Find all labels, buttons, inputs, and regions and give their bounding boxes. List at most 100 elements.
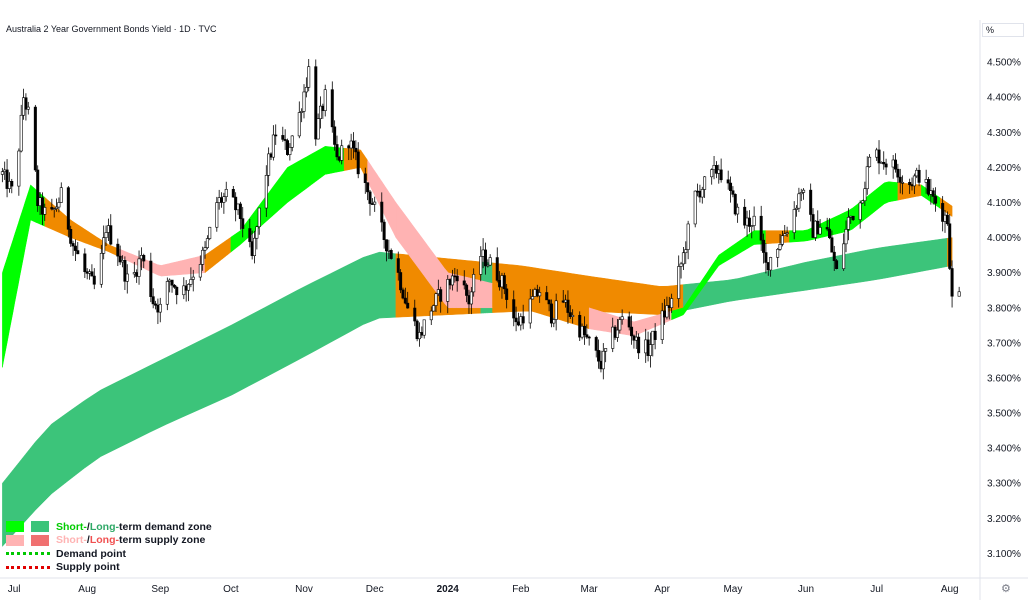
candle-body: [908, 181, 912, 186]
candle-body: [187, 284, 191, 291]
candle-body: [816, 220, 820, 235]
candle-body: [750, 225, 754, 227]
candle-body: [208, 226, 212, 239]
candle: [422, 319, 426, 339]
candle-body: [703, 176, 707, 190]
candle-body: [877, 149, 881, 164]
candle: [238, 201, 242, 230]
candle: [175, 285, 179, 305]
candle: [646, 331, 650, 362]
candle: [714, 161, 718, 179]
chart-title: Australia 2 Year Government Bonds Yield …: [6, 24, 217, 34]
price-axis[interactable]: 4.500% 4.400% 4.300% 4.200% 4.100% 4.000% 3.90…: [987, 58, 1021, 560]
candle: [613, 325, 617, 340]
candle: [861, 200, 865, 204]
candle: [802, 188, 806, 200]
candle-body: [83, 253, 87, 273]
candle-body: [191, 276, 195, 280]
candle-body: [802, 189, 806, 193]
candle: [220, 192, 224, 208]
candle-body: [512, 299, 516, 319]
candle: [469, 286, 473, 315]
candle-body: [778, 244, 782, 250]
candle: [85, 268, 89, 280]
candle-body: [679, 263, 683, 267]
candle-body: [630, 326, 634, 337]
candle-body: [500, 275, 504, 288]
candle-body: [830, 237, 834, 253]
candle: [304, 77, 308, 98]
time-tick-label: Dec: [366, 584, 384, 595]
candle: [554, 293, 558, 331]
candle: [382, 219, 386, 249]
candle: [450, 269, 454, 291]
candle-body: [286, 140, 290, 155]
unit-selector[interactable]: %: [982, 23, 1024, 37]
candle-body: [432, 305, 436, 312]
candle-body: [373, 201, 377, 205]
candle: [76, 241, 80, 255]
candle-body: [73, 245, 77, 251]
candle: [106, 218, 110, 242]
time-tick-label: Aug: [78, 584, 96, 595]
candle-body: [434, 293, 438, 306]
candle: [710, 168, 714, 185]
candle: [201, 246, 205, 271]
price-tick-label: 4.400%: [987, 93, 1021, 104]
time-axis[interactable]: Jul Aug Sep Oct Nov Dec 2024 Feb Mar Apr May Jun Jul…: [8, 584, 959, 595]
candle-body: [611, 326, 615, 349]
candle: [486, 259, 490, 268]
candle: [319, 96, 323, 129]
candle: [948, 214, 952, 271]
candle: [769, 256, 773, 277]
candle: [917, 164, 921, 187]
candle: [868, 154, 872, 168]
candle: [618, 316, 622, 334]
candle-body: [403, 297, 407, 304]
candle-body: [759, 215, 763, 241]
candle-body: [253, 237, 257, 256]
candle: [483, 242, 487, 275]
candle: [413, 299, 417, 327]
candle-body: [436, 289, 440, 295]
candle-body: [24, 97, 28, 110]
candle-body: [519, 316, 523, 326]
candle: [552, 317, 556, 328]
candle: [290, 135, 294, 152]
candle-body: [719, 169, 723, 181]
candle-body: [321, 105, 325, 111]
legend-demand-slash: /: [86, 520, 90, 533]
time-tick-label: Aug: [941, 584, 959, 595]
candle-body: [884, 163, 888, 168]
candle: [417, 322, 421, 347]
candle-body: [40, 197, 44, 215]
candle-body: [109, 225, 113, 245]
candle-body: [580, 325, 584, 338]
candle-body: [184, 285, 188, 291]
candle-body: [733, 194, 737, 215]
candle-body: [549, 303, 553, 324]
candle-body: [696, 190, 700, 193]
candle-body: [924, 179, 928, 183]
candle-body: [615, 329, 619, 338]
candle-body: [776, 249, 780, 258]
candle-body: [528, 298, 532, 324]
candle-body: [472, 274, 476, 293]
candle-body: [269, 153, 273, 158]
candle: [187, 283, 191, 302]
candle: [651, 330, 655, 357]
candle: [406, 291, 410, 309]
legend: Short- / Long-term demand zone Short- / …: [6, 520, 212, 574]
gear-icon[interactable]: ⚙: [1001, 583, 1011, 595]
candle-body: [234, 196, 238, 211]
candle: [898, 168, 902, 194]
candle: [736, 203, 740, 223]
candle: [681, 247, 685, 270]
candle: [118, 245, 122, 265]
candle-body: [137, 258, 141, 277]
candle: [281, 126, 285, 142]
candle-body: [945, 214, 949, 225]
candle-body: [667, 305, 671, 308]
legend-demand-rest: term demand zone: [119, 520, 212, 533]
